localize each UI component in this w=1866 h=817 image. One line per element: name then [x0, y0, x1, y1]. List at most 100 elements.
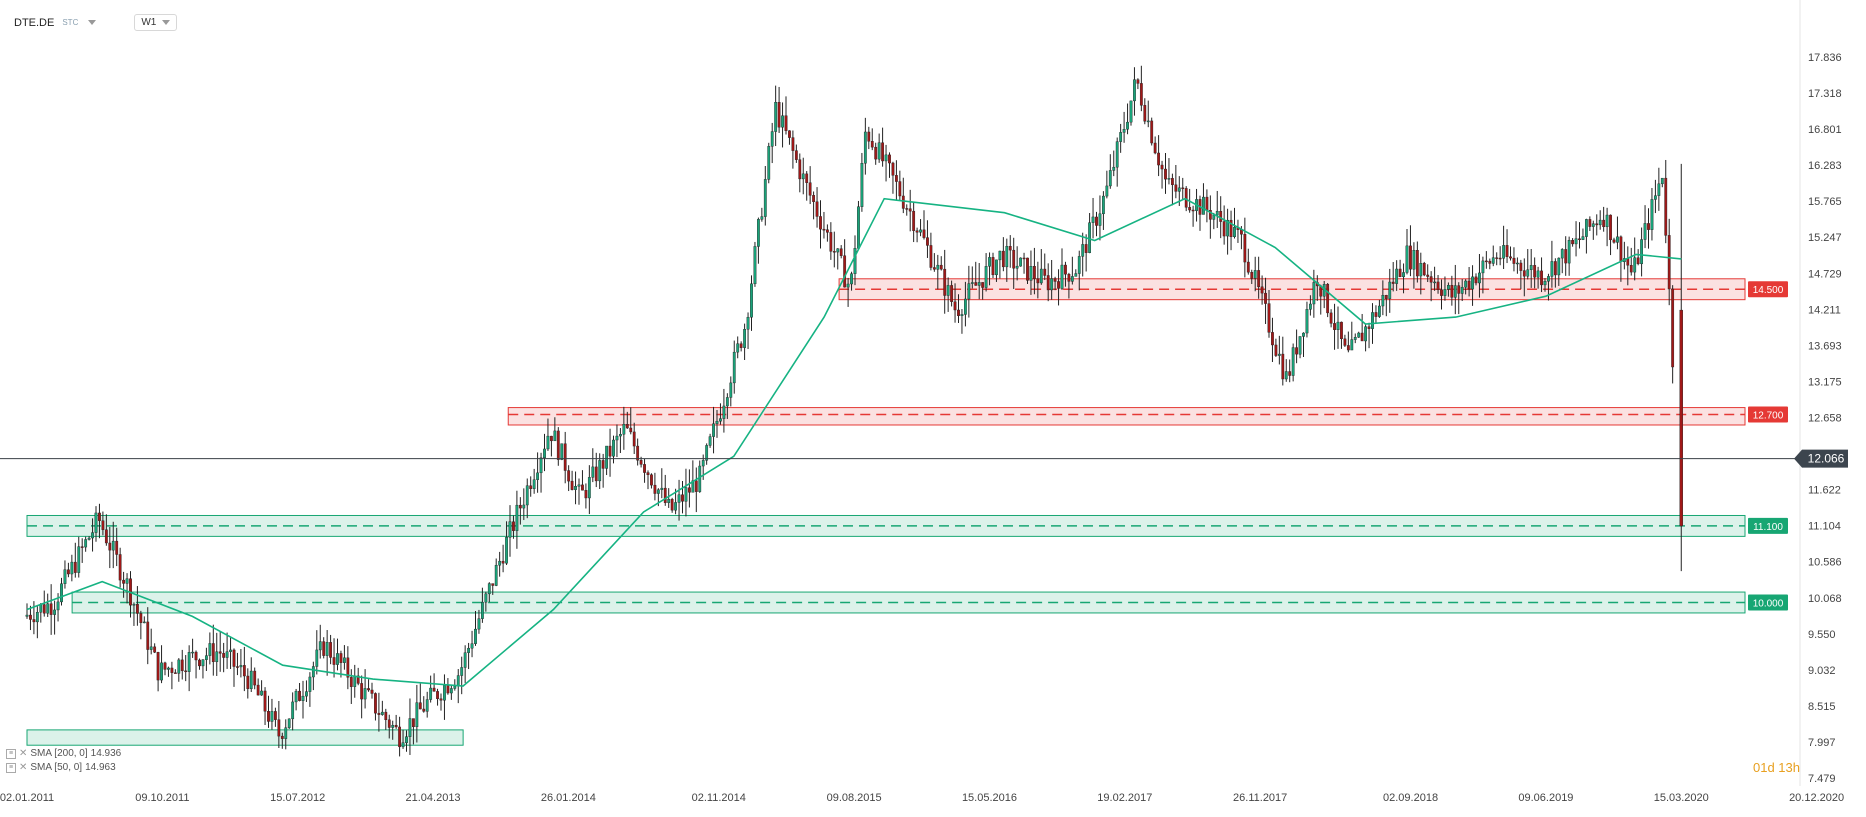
candle-body — [546, 435, 550, 450]
chevron-down-icon[interactable] — [88, 20, 97, 25]
x-tick-label: 26.11.2017 — [1233, 792, 1287, 804]
timeframe-label: W1 — [141, 17, 157, 28]
candle-body — [512, 521, 515, 531]
candle-body — [1405, 245, 1409, 273]
candle-body — [584, 490, 588, 499]
candle-body — [556, 430, 560, 460]
candle-body — [1126, 121, 1129, 130]
candle-body — [198, 659, 201, 667]
candle-body — [42, 604, 46, 614]
candle-body — [1595, 223, 1599, 226]
y-tick-label: 16.801 — [1808, 124, 1842, 136]
candle-body — [70, 561, 74, 575]
source-label[interactable]: STC — [62, 18, 79, 27]
candle-body — [474, 628, 477, 644]
candle-body — [353, 675, 357, 687]
candle-body — [677, 494, 681, 503]
candle-body — [1395, 268, 1399, 284]
candle-body — [839, 248, 843, 256]
candle-body — [1636, 257, 1640, 265]
candle-body — [1533, 265, 1537, 278]
candle-body — [926, 237, 929, 246]
candle-body — [884, 154, 888, 162]
candle-body — [29, 614, 32, 620]
candle-body — [801, 173, 805, 180]
candle-body — [222, 653, 226, 658]
timeframe-select[interactable]: W1 — [134, 14, 178, 31]
level-label-12.700: 12.700 — [1753, 411, 1784, 422]
candle-body — [953, 301, 957, 311]
candle-body — [1436, 281, 1440, 290]
candle-body — [274, 711, 277, 720]
candle-body — [1257, 270, 1261, 288]
y-tick-label: 10.586 — [1808, 557, 1842, 569]
y-tick-label: 10.068 — [1808, 593, 1842, 605]
candle-body — [1412, 250, 1416, 270]
y-tick-label: 13.175 — [1808, 376, 1842, 388]
candle-body — [1388, 281, 1392, 299]
candle-body — [791, 137, 795, 151]
candle-body — [643, 464, 646, 473]
candle-body — [1246, 261, 1250, 273]
candle-body — [384, 711, 388, 721]
candle-body — [777, 102, 781, 128]
candle-body — [515, 504, 519, 531]
indicator-sma50[interactable]: ≡ ✕ SMA [50, 0] 14.963 — [6, 761, 121, 775]
candle-body — [1526, 269, 1530, 277]
indicator-value: 14.936 — [90, 748, 122, 759]
y-tick-label: 15.247 — [1808, 232, 1842, 244]
candle-body — [1095, 216, 1098, 226]
candle-body — [1567, 240, 1571, 264]
x-tick-label: 02.09.2018 — [1383, 792, 1438, 804]
candle-body — [1250, 272, 1254, 279]
candle-body — [1060, 264, 1064, 289]
candle-body — [605, 445, 609, 469]
candle-body — [1574, 238, 1578, 245]
candle-body — [1101, 195, 1105, 215]
candle-body — [905, 208, 909, 210]
candle-body — [646, 472, 650, 475]
indicator-sma200[interactable]: ≡ ✕ SMA [200, 0] 14.936 — [6, 747, 121, 761]
symbol-label[interactable]: DTE.DE — [14, 16, 55, 29]
candle-body — [1174, 184, 1178, 192]
candle-body — [981, 282, 985, 288]
candle-body — [1277, 353, 1281, 356]
candle-body — [1039, 268, 1043, 284]
candle-body — [539, 457, 543, 474]
settings-icon[interactable]: ≡ — [6, 749, 16, 759]
candle-body — [1647, 223, 1650, 230]
candle-body — [187, 652, 191, 672]
sma-line — [26, 197, 1682, 687]
x-tick-label: 02.11.2014 — [692, 792, 746, 804]
candle-body — [794, 150, 798, 160]
candle-body — [967, 283, 971, 300]
candle-body — [256, 684, 260, 696]
candle-body — [1208, 210, 1212, 220]
candle-body — [836, 248, 840, 253]
indicator-value: 14.963 — [85, 762, 116, 773]
x-tick-label: 20.12.2020 — [1789, 792, 1844, 804]
candle-body — [63, 569, 67, 584]
candle-body — [1067, 273, 1071, 282]
candle-body — [632, 431, 636, 447]
candle-body — [1557, 257, 1561, 276]
candle-body — [1515, 262, 1519, 265]
candle-body — [1612, 239, 1616, 243]
candle-body — [822, 228, 826, 231]
candle-body — [901, 195, 905, 209]
candle-body — [1616, 236, 1619, 243]
candle-body — [1398, 268, 1402, 278]
candle-body — [1440, 289, 1443, 296]
level-label-10.000: 10.000 — [1753, 599, 1784, 610]
candle-body — [1177, 187, 1181, 192]
close-icon[interactable]: ✕ — [19, 762, 28, 773]
candle-body — [66, 569, 70, 575]
candle-body — [277, 719, 281, 737]
candle-body — [625, 424, 629, 429]
settings-icon[interactable]: ≡ — [6, 763, 16, 773]
close-icon[interactable]: ✕ — [19, 748, 28, 759]
candle-body — [84, 539, 88, 548]
candle-body — [1578, 238, 1581, 240]
